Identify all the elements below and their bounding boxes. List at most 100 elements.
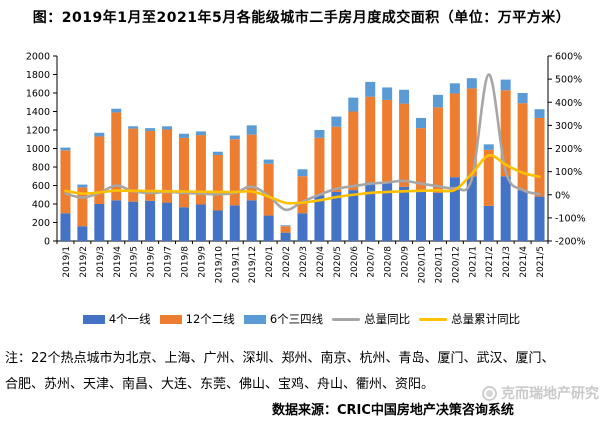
y2-axis-label: 200% (555, 144, 582, 155)
y2-axis-label: 300% (555, 121, 582, 132)
y-axis-label: 1000 (26, 144, 50, 155)
bar-segment (178, 133, 189, 138)
bar-segment (229, 205, 240, 241)
y-axis-label: 1200 (26, 126, 50, 137)
data-source: 数据来源：CRIC中国房地产决策咨询系统 (272, 403, 514, 418)
bar-segment (416, 117, 427, 129)
y-axis-label: 1400 (26, 107, 50, 118)
y2-axis-label: -200% (555, 237, 586, 248)
bar-segment (432, 94, 443, 108)
bar-segment (483, 144, 494, 150)
bar-segment (517, 190, 528, 241)
legend-item-tier34: 6个三四线 (243, 311, 324, 327)
bar-segment (483, 205, 494, 241)
footnote-cities: 注：22个热点城市为北京、上海、广州、深圳、郑州、南京、杭州、青岛、厦门、武汉、… (5, 351, 555, 392)
x-axis-label: 2020/7 (367, 246, 377, 278)
bar-segment (246, 200, 257, 241)
bar-segment (263, 163, 274, 216)
bar-segment (297, 169, 308, 177)
bar-segment (145, 130, 156, 201)
bar-segment (466, 176, 477, 241)
bar-segment (60, 150, 71, 214)
bar-segment (517, 103, 528, 191)
bar-segment (500, 176, 511, 241)
bar-segment (348, 190, 359, 241)
bar-segment (60, 147, 71, 151)
bar-segment (145, 128, 156, 131)
bar-segment (128, 128, 139, 202)
y-axis-label: 400 (32, 200, 50, 211)
chart-legend: 4个一线 12个二线 6个三四线 总量同比 总量累计同比 (0, 311, 603, 327)
bar-segment (500, 79, 511, 91)
bar-segment (432, 192, 443, 241)
bar-segment (365, 182, 376, 241)
y2-axis-label: 0% (555, 190, 570, 201)
x-axis-label: 2019/6 (147, 246, 157, 278)
watermark-text: 克而瑞地产研究 (501, 386, 599, 402)
bar-segment (399, 89, 410, 104)
legend-label-tier34: 6个三四线 (269, 312, 324, 326)
cum-yoy-line-swatch-icon (419, 317, 448, 321)
bar-segment (111, 108, 122, 113)
bar-segment (449, 83, 460, 94)
bar-segment (212, 151, 223, 155)
x-axis-label: 2020/8 (384, 246, 394, 278)
bar-segment (229, 135, 240, 140)
bar-segment (229, 139, 240, 206)
bar-segment (280, 225, 291, 227)
bar-segment (348, 111, 359, 191)
x-axis-label: 2020/3 (299, 246, 309, 278)
bar-segment (466, 78, 477, 89)
x-axis-label: 2020/5 (333, 246, 343, 278)
bar-segment (94, 136, 105, 204)
bar-segment (314, 137, 325, 196)
x-axis-label: 2019/3 (96, 246, 106, 278)
bar-segment (128, 201, 139, 241)
x-axis-label: 2019/1 (62, 246, 72, 278)
x-axis-label: 2019/10 (214, 246, 224, 284)
bar-segment (534, 196, 545, 241)
y-axis-label: 0 (44, 237, 50, 248)
x-axis-label: 2019/11 (231, 246, 241, 283)
bar-segment (331, 191, 342, 241)
bar-segment (500, 90, 511, 177)
x-axis-label: 2021/2 (485, 246, 495, 278)
yoy-line (64, 73, 541, 212)
y-axis-label: 1800 (26, 70, 50, 81)
cumulative-yoy-line (64, 153, 541, 205)
bar-segment (416, 190, 427, 241)
bar-segment (483, 149, 494, 206)
bar-segment (517, 93, 528, 104)
legend-label-cum-yoy: 总量累计同比 (451, 312, 521, 326)
bar-segment (77, 187, 88, 227)
watermark: 克而瑞地产研究 (482, 383, 599, 403)
x-axis-label: 2019/2 (79, 246, 89, 278)
bar-segment (297, 213, 308, 241)
bar-segment (246, 134, 257, 201)
bar-segment (60, 213, 71, 241)
legend-item-tier1: 4个一线 (82, 311, 151, 327)
legend-label-tier1: 4个一线 (108, 312, 151, 326)
bar-segment (145, 200, 156, 241)
x-axis-label: 2019/9 (197, 246, 207, 278)
bar-segment (280, 226, 291, 233)
bar-segment (162, 202, 173, 241)
bar-segment (128, 126, 139, 129)
bar-segment (348, 97, 359, 112)
x-axis-label: 2020/10 (418, 246, 428, 284)
x-axis-label: 2021/5 (536, 246, 546, 278)
bar-segment (432, 107, 443, 193)
bar-segment (212, 210, 223, 241)
x-axis-label: 2019/7 (164, 246, 174, 278)
legend-label-tier2: 12个二线 (185, 312, 235, 326)
bar-segment (77, 226, 88, 241)
x-axis-label: 2019/5 (130, 246, 140, 278)
tier34-bar-swatch-icon (243, 314, 266, 324)
x-axis-label: 2019/4 (113, 246, 123, 278)
y-axis-label: 2000 (26, 52, 50, 63)
bar-segment (263, 215, 274, 241)
y2-axis-label: 100% (555, 167, 582, 178)
y2-axis-label: 600% (555, 52, 582, 63)
bar-segment (162, 129, 173, 203)
x-axis-label: 2020/11 (434, 246, 444, 283)
